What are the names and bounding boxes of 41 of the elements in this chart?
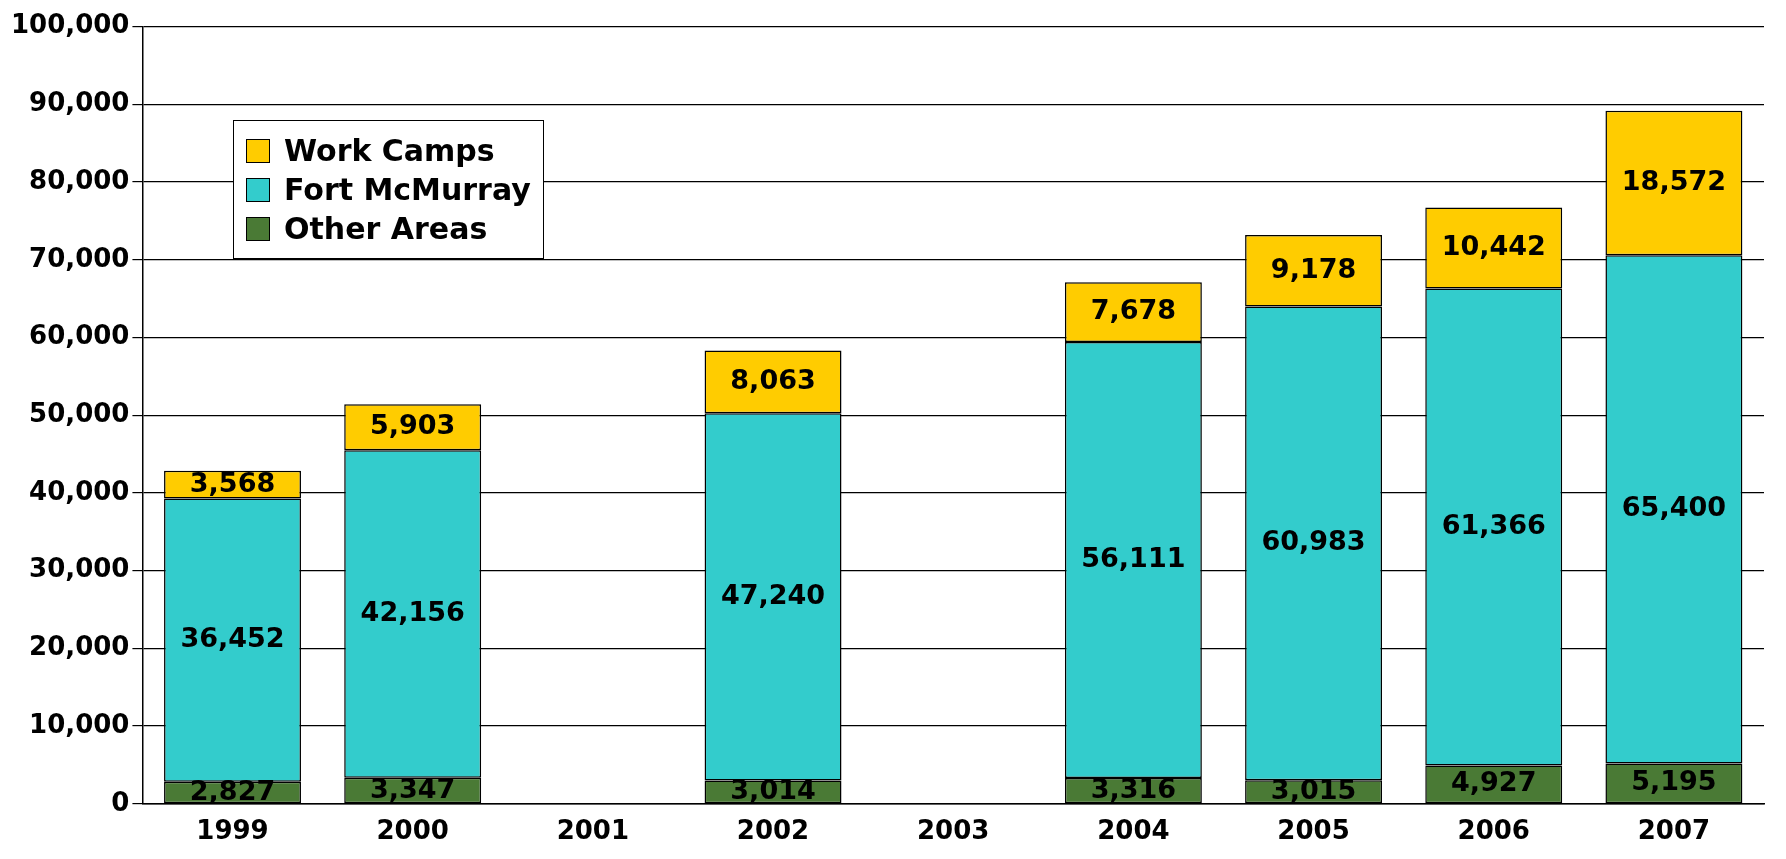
y-tick-label: 100,000 bbox=[11, 9, 130, 40]
x-tick-label: 2007 bbox=[1637, 815, 1711, 846]
y-tick-label: 80,000 bbox=[29, 164, 130, 195]
data-label: 47,240 bbox=[720, 578, 826, 610]
data-label: 56,111 bbox=[1081, 542, 1186, 573]
data-label: 4,927 bbox=[1451, 766, 1537, 798]
data-label: 3,316 bbox=[1090, 772, 1177, 804]
x-tick-label: 2006 bbox=[1457, 815, 1530, 846]
legend-label: Fort McMurray bbox=[284, 172, 531, 207]
data-label: 5,195 bbox=[1631, 765, 1717, 797]
data-label: 61,366 bbox=[1441, 509, 1546, 541]
y-tick-label: 90,000 bbox=[29, 87, 130, 118]
y-tick-label: 20,000 bbox=[29, 631, 130, 662]
x-tick-label: 2004 bbox=[1097, 815, 1170, 846]
y-tick-label: 70,000 bbox=[29, 242, 130, 273]
data-label: 60,983 bbox=[1261, 525, 1366, 557]
y-tick-label: 10,000 bbox=[29, 708, 130, 739]
x-tick-label: 2001 bbox=[556, 815, 630, 846]
x-tick-label: 1999 bbox=[196, 815, 269, 846]
y-tick-label: 50,000 bbox=[29, 397, 130, 428]
data-label: 3,568 bbox=[189, 466, 276, 498]
data-label: 36,452 bbox=[180, 622, 285, 654]
x-tick-label: 2003 bbox=[917, 815, 990, 846]
data-label: 7,678 bbox=[1090, 294, 1177, 326]
data-label: 18,572 bbox=[1621, 164, 1727, 196]
data-label: 42,156 bbox=[360, 595, 465, 627]
legend-label: Work Camps bbox=[284, 133, 495, 168]
data-label: 10,442 bbox=[1441, 230, 1546, 262]
data-label: 5,903 bbox=[369, 409, 456, 441]
data-label: 9,178 bbox=[1270, 252, 1357, 284]
y-tick-label: 40,000 bbox=[29, 475, 130, 506]
x-tick-label: 2002 bbox=[736, 815, 810, 846]
data-label: 8,063 bbox=[730, 363, 816, 395]
y-tick-label: 30,000 bbox=[29, 553, 130, 584]
x-tick-label: 2005 bbox=[1277, 815, 1350, 846]
y-tick-label: 0 bbox=[111, 786, 130, 817]
y-tick-label: 60,000 bbox=[29, 320, 130, 351]
data-label: 65,400 bbox=[1621, 491, 1727, 523]
legend-label: Other Areas bbox=[284, 211, 488, 246]
data-label: 3,015 bbox=[1270, 773, 1357, 805]
x-tick-label: 2000 bbox=[376, 815, 449, 846]
